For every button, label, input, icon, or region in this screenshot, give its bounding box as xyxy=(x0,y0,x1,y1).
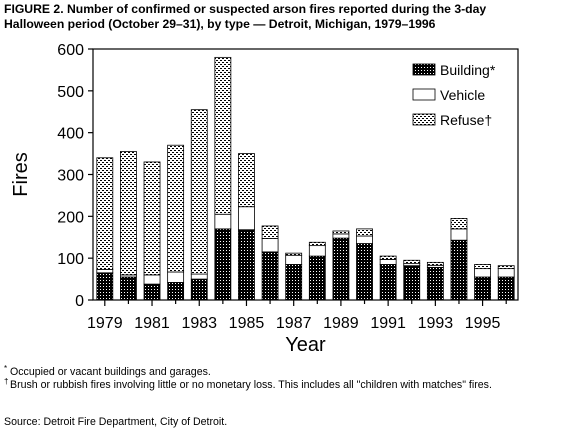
legend-swatch-refuse xyxy=(412,113,436,126)
bar-building-1985 xyxy=(238,229,255,301)
bar-vehicle-1994 xyxy=(450,228,468,241)
x-axis-label: Year xyxy=(285,334,326,356)
bar-refuse-1982 xyxy=(167,144,185,273)
bar-building-1993 xyxy=(426,266,444,301)
stacked-bar-chart: 0 100 200 300 400 500 600 1979 1981 1983 1985 1987 1… xyxy=(10,42,519,356)
bar-building-1994 xyxy=(450,239,468,301)
x-tick-label-1983: 1983 xyxy=(181,315,217,332)
x-tick-label-1979: 1979 xyxy=(87,315,123,332)
legend-label-building: Building* xyxy=(440,62,496,78)
footnotes: * Occupied or vacant buildings and garage… xyxy=(4,364,560,392)
bar-vehicle-1995 xyxy=(474,268,491,278)
plot-area xyxy=(96,56,515,301)
bar-vehicle-1982 xyxy=(167,271,185,283)
bar-refuse-1995 xyxy=(474,264,491,270)
bar-building-1991 xyxy=(379,264,397,301)
bar-refuse-1993 xyxy=(426,261,444,266)
bar-refuse-1994 xyxy=(450,218,468,230)
footnote-refuse-text: Brush or rubbish fires involving little … xyxy=(10,378,492,391)
bar-building-1980 xyxy=(120,276,137,301)
bar-refuse-1979 xyxy=(96,157,114,270)
legend: Building* Vehicle Refuse† xyxy=(412,62,496,128)
source-note: Source: Detroit Fire Department, City of… xyxy=(4,416,228,428)
bar-building-1990 xyxy=(356,243,373,301)
bar-vehicle-1986 xyxy=(261,238,279,253)
y-tick-label-500: 500 xyxy=(57,84,84,101)
bar-vehicle-1988 xyxy=(308,245,326,257)
bar-building-1988 xyxy=(308,255,326,301)
bar-vehicle-1983 xyxy=(190,273,208,280)
axes: 0 100 200 300 400 500 600 1979 1981 1983 1985 1987 1… xyxy=(10,42,519,356)
y-axis-label: Fires xyxy=(10,152,32,196)
bar-refuse-1996 xyxy=(497,265,515,270)
footnote-refuse-mark: † xyxy=(4,376,9,386)
y-tick-label-200: 200 xyxy=(57,209,84,226)
bar-vehicle-1987 xyxy=(285,254,303,265)
x-tick-label-1993: 1993 xyxy=(418,315,454,332)
y-tick-label-100: 100 xyxy=(57,251,84,268)
bar-refuse-1981 xyxy=(143,161,161,276)
y-tick-label-600: 600 xyxy=(57,42,84,59)
bar-refuse-1986 xyxy=(261,225,279,239)
bar-refuse-1980 xyxy=(120,151,137,276)
x-tick-label-1991: 1991 xyxy=(370,315,406,332)
bar-building-1982 xyxy=(167,282,185,301)
bar-refuse-1992 xyxy=(403,259,421,265)
bar-vehicle-1991 xyxy=(379,259,397,265)
bar-building-1986 xyxy=(261,251,279,301)
bar-building-1989 xyxy=(332,237,350,301)
legend-label-refuse: Refuse† xyxy=(440,112,492,128)
bar-building-1987 xyxy=(285,264,303,301)
bar-building-1995 xyxy=(474,276,491,301)
bar-vehicle-1989 xyxy=(332,233,350,239)
x-tick-label-1985: 1985 xyxy=(229,315,265,332)
bar-refuse-1988 xyxy=(308,241,326,247)
x-tick-label-1995: 1995 xyxy=(465,315,501,332)
bar-refuse-1984 xyxy=(214,56,232,215)
footnote-building-text: Occupied or vacant buildings and garages… xyxy=(10,366,211,378)
footnote-building-mark: * xyxy=(4,364,8,373)
x-tick-label-1989: 1989 xyxy=(323,315,359,332)
figure-title-line-1: FIGURE 2. Number of confirmed or suspect… xyxy=(4,2,487,16)
bar-refuse-1991 xyxy=(379,255,397,260)
bar-building-1979 xyxy=(96,272,114,301)
x-tick-label-1987: 1987 xyxy=(276,315,312,332)
bar-building-1996 xyxy=(497,276,515,301)
footnote-refuse: † Brush or rubbish fires involving little… xyxy=(4,376,560,392)
figure-title-line-2: Halloween period (October 29–31), by typ… xyxy=(4,17,436,31)
bar-vehicle-1990 xyxy=(356,235,373,244)
legend-label-vehicle: Vehicle xyxy=(440,87,485,103)
bar-vehicle-1996 xyxy=(497,268,515,278)
y-tick-label-300: 300 xyxy=(57,168,84,185)
bar-vehicle-1984 xyxy=(214,213,232,230)
bar-refuse-1989 xyxy=(332,230,350,235)
bar-vehicle-1981 xyxy=(143,274,161,285)
footnote-building: * Occupied or vacant buildings and garage… xyxy=(4,364,560,379)
bar-building-1983 xyxy=(190,278,208,301)
bar-building-1992 xyxy=(403,265,421,301)
x-tick-label-1981: 1981 xyxy=(134,315,170,332)
legend-swatch-building xyxy=(412,63,436,76)
legend-swatch-vehicle xyxy=(412,88,436,101)
bar-vehicle-1985 xyxy=(238,206,255,231)
figure-title: FIGURE 2. Number of confirmed or suspect… xyxy=(4,2,560,32)
y-tick-label-0: 0 xyxy=(75,293,84,310)
bar-refuse-1990 xyxy=(356,228,373,237)
bar-building-1984 xyxy=(214,228,232,301)
bar-refuse-1985 xyxy=(238,153,255,208)
bar-vehicle-1979 xyxy=(96,269,114,274)
y-tick-label-400: 400 xyxy=(57,126,84,143)
bar-refuse-1987 xyxy=(285,252,303,256)
bar-building-1981 xyxy=(143,283,161,301)
bar-refuse-1983 xyxy=(190,109,208,275)
